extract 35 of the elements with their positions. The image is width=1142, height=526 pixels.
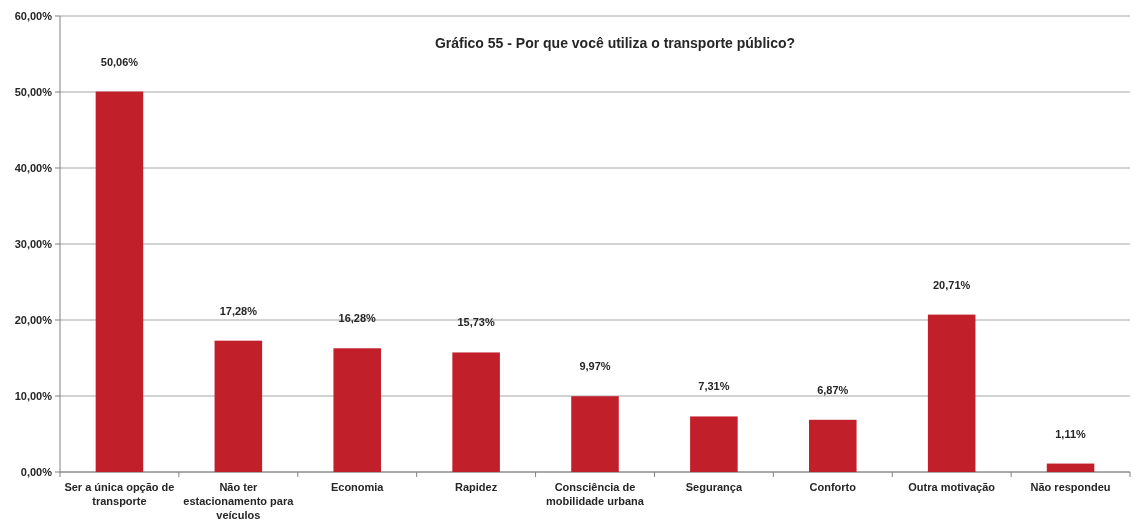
x-tick-label: Segurança [685, 481, 743, 493]
x-tick-label: Não respondeu [1030, 481, 1111, 493]
y-tick-label: 0,00% [20, 465, 53, 478]
text: Gráfico 55 - Por que você utiliza o transporte público? [434, 35, 796, 51]
bar [214, 340, 263, 472]
bar [1046, 463, 1095, 472]
x-tick-label: Economia [330, 481, 385, 493]
data-label: 7,31% [698, 380, 730, 393]
y-tick-label: 60,00% [14, 9, 53, 22]
y-tick-label: 50,00% [14, 85, 53, 98]
x-tick-label: Rapidez [455, 481, 498, 493]
x-tick-label: Ser a única opção de transporte [64, 481, 175, 507]
bar [95, 91, 144, 472]
y-tick-label: 10,00% [14, 389, 53, 402]
data-label: 17,28% [219, 304, 258, 317]
data-label: 1,11% [1055, 427, 1087, 440]
data-label: 9,97% [579, 360, 611, 373]
y-tick-label: 40,00% [14, 161, 53, 174]
x-tick-label: Consciência de mobilidade urbana [546, 481, 645, 507]
bar [571, 396, 619, 472]
data-label: 50,06% [100, 55, 139, 68]
bar [333, 348, 381, 472]
bar [452, 352, 500, 472]
y-tick-label: 30,00% [14, 237, 53, 250]
x-tick-label: Não ter estacionamento para veículos [183, 481, 295, 521]
bar [809, 419, 857, 472]
data-label: 15,73% [457, 316, 495, 329]
data-label: 20,71% [933, 278, 971, 291]
data-label: 6,87% [817, 383, 849, 396]
bar [690, 416, 738, 472]
x-tick-label: Outra motivação [908, 481, 996, 493]
x-tick-label: Conforto [809, 481, 857, 493]
bar [927, 314, 976, 472]
y-tick-label: 20,00% [14, 313, 53, 326]
data-label: 16,28% [338, 312, 377, 325]
